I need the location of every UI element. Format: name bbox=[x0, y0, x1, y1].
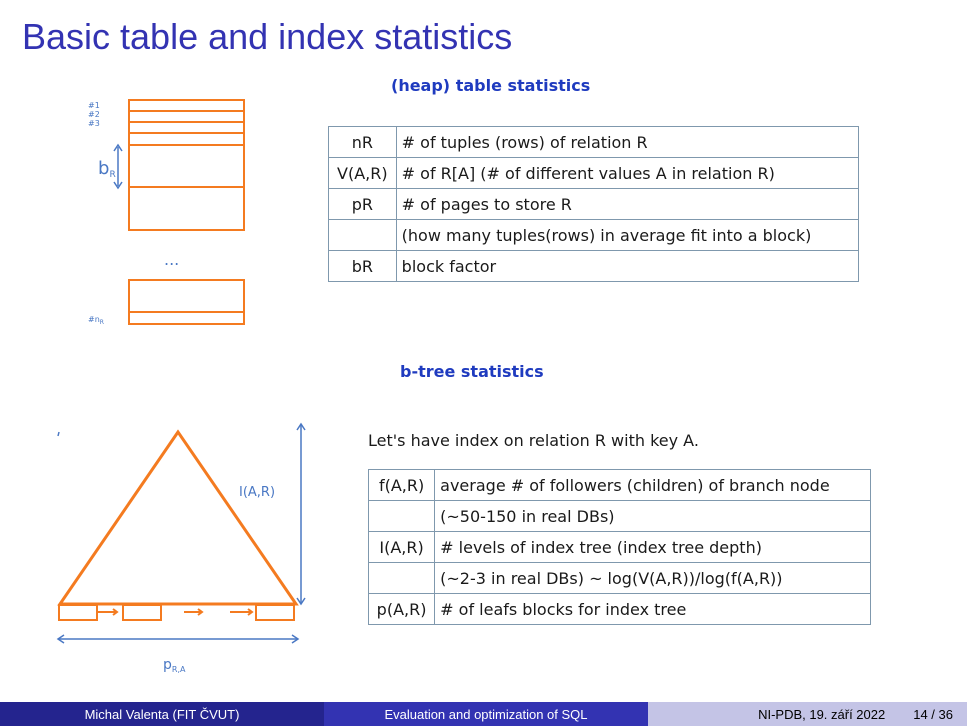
stat-desc: # of tuples (rows) of relation R bbox=[395, 126, 860, 158]
btree-triangle bbox=[57, 429, 299, 606]
stat-key bbox=[367, 562, 436, 594]
leaf-block-2 bbox=[122, 604, 162, 621]
slide-title: Basic table and index statistics bbox=[22, 16, 513, 57]
heap-table-diagram: #1 #2 #3 bR ... #nR bbox=[56, 99, 306, 674]
btree-diagram: I(A,R) pR,A bbox=[56, 422, 306, 674]
heap-block-second bbox=[128, 144, 245, 188]
table-row: I(A,R) # levels of index tree (index tre… bbox=[367, 531, 871, 563]
btree-intro-text: Let's have index on relation R with key … bbox=[368, 431, 699, 450]
heap-block-last bbox=[128, 279, 245, 325]
stat-key: pR bbox=[328, 188, 397, 220]
footer-course-title: Evaluation and optimization of SQL bbox=[324, 702, 648, 726]
footer-info: NI-PDB, 19. září 2022 14 / 36 bbox=[648, 702, 967, 726]
footer-author: Michal Valenta (FIT ČVUT) bbox=[0, 702, 324, 726]
stat-desc: # of R[A] (# of different values A in re… bbox=[395, 157, 860, 189]
stat-key: bR bbox=[328, 250, 397, 282]
stat-desc: # of leafs blocks for index tree bbox=[434, 593, 871, 625]
table-row: (~50-150 in real DBs) bbox=[367, 500, 871, 532]
leaf-block-1 bbox=[58, 604, 98, 621]
btree-height-label: I(A,R) bbox=[239, 485, 275, 500]
table-row: bR block factor bbox=[328, 250, 860, 282]
table-row: (how many tuples(rows) in average fit in… bbox=[328, 219, 860, 251]
table-row: V(A,R) # of R[A] (# of different values … bbox=[328, 157, 860, 189]
btree-width-label: pR,A bbox=[163, 657, 186, 674]
heap-row-label-2: #2 bbox=[88, 110, 100, 119]
footer-page-number: 14 / 36 bbox=[913, 706, 953, 722]
block-factor-label: bR bbox=[98, 158, 116, 180]
stat-key bbox=[367, 500, 436, 532]
heap-stats-table: nR # of tuples (rows) of relation R V(A,… bbox=[328, 126, 860, 282]
heap-row-label-1: #1 bbox=[88, 101, 100, 110]
table-row: pR # of pages to store R bbox=[328, 188, 860, 220]
table-row: (~2-3 in real DBs) ~ log(V(A,R))/log(f(A… bbox=[367, 562, 871, 594]
leaf-block-3 bbox=[255, 604, 295, 621]
footer-event: NI-PDB, 19. září 2022 bbox=[758, 706, 886, 722]
stat-desc: # of pages to store R bbox=[395, 188, 860, 220]
stat-desc: block factor bbox=[395, 250, 860, 282]
heap-block-third bbox=[128, 186, 245, 231]
heap-stats-heading: (heap) table statistics bbox=[391, 76, 591, 95]
heap-last-label: #nR bbox=[88, 315, 104, 326]
stat-desc: # levels of index tree (index tree depth… bbox=[434, 531, 871, 563]
stat-key: I(A,R) bbox=[367, 531, 436, 563]
stat-key: f(A,R) bbox=[367, 469, 436, 501]
heap-row-label-3: #3 bbox=[88, 119, 100, 128]
stat-desc: (~50-150 in real DBs) bbox=[434, 500, 871, 532]
stat-desc: average # of followers (children) of bra… bbox=[434, 469, 871, 501]
stat-key bbox=[328, 219, 397, 251]
stat-key: nR bbox=[328, 126, 397, 158]
table-row: nR # of tuples (rows) of relation R bbox=[328, 126, 860, 158]
stat-desc: (~2-3 in real DBs) ~ log(V(A,R))/log(f(A… bbox=[434, 562, 871, 594]
stat-key: p(A,R) bbox=[367, 593, 436, 625]
btree-stats-table: f(A,R) average # of followers (children)… bbox=[367, 469, 871, 625]
stat-key: V(A,R) bbox=[328, 157, 397, 189]
stat-desc: (how many tuples(rows) in average fit in… bbox=[395, 219, 860, 251]
table-row: p(A,R) # of leafs blocks for index tree bbox=[367, 593, 871, 625]
table-row: f(A,R) average # of followers (children)… bbox=[367, 469, 871, 501]
btree-stats-heading: b-tree statistics bbox=[400, 362, 544, 381]
heap-ellipsis: ... bbox=[164, 250, 179, 269]
slide-footer: Michal Valenta (FIT ČVUT) Evaluation and… bbox=[0, 702, 967, 726]
